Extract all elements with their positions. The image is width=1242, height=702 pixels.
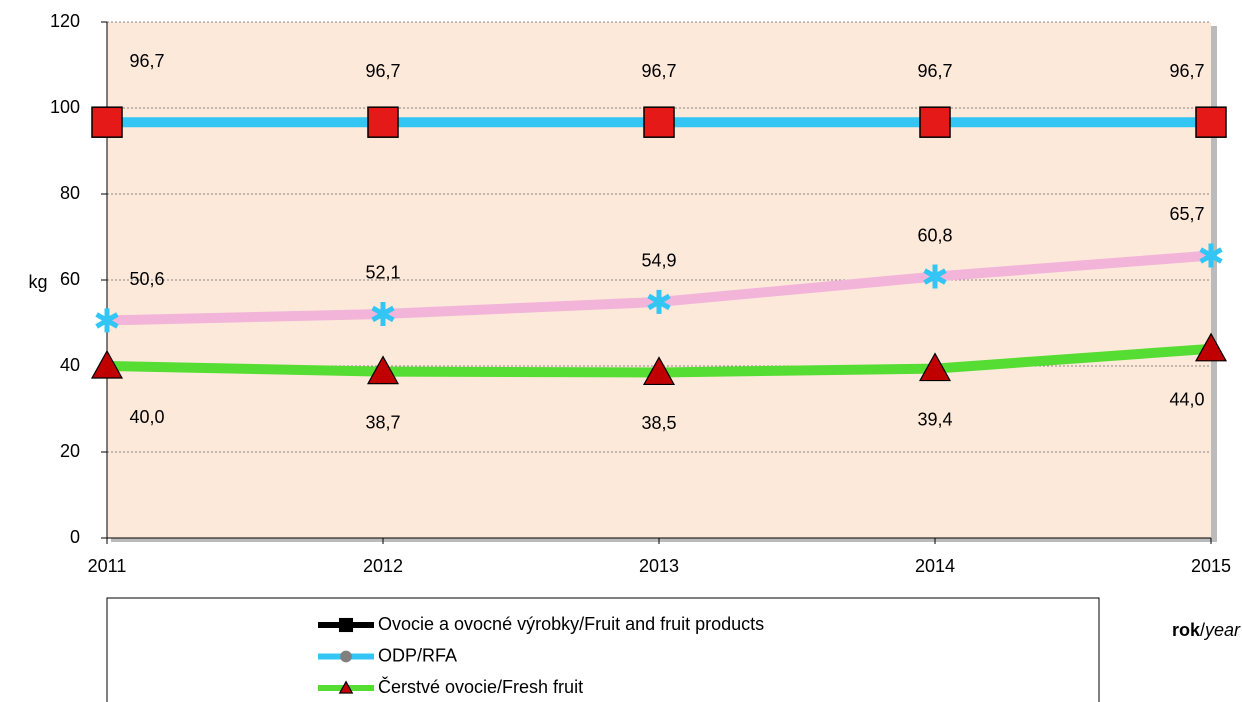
x-tick-label: 2015 bbox=[1191, 556, 1231, 576]
legend-label: ODP/RFA bbox=[378, 645, 457, 665]
marker bbox=[1195, 106, 1227, 138]
x-tick-label: 2011 bbox=[88, 556, 127, 576]
y-tick-label: 40 bbox=[60, 355, 80, 375]
y-tick-label: 100 bbox=[50, 97, 80, 117]
y-tick-label: 60 bbox=[60, 269, 80, 289]
data-label: 44,0 bbox=[1169, 390, 1204, 410]
y-tick-label: 0 bbox=[70, 527, 80, 547]
y-axis-label: kg bbox=[28, 272, 47, 292]
marker bbox=[642, 356, 676, 386]
data-label: 54,9 bbox=[641, 251, 676, 271]
marker bbox=[918, 352, 952, 382]
x-tick-label: 2012 bbox=[363, 556, 403, 576]
marker bbox=[1199, 243, 1223, 268]
marker bbox=[367, 106, 399, 138]
data-label: 50,6 bbox=[129, 269, 164, 289]
data-label: 96,7 bbox=[365, 61, 400, 81]
marker bbox=[647, 289, 671, 314]
marker bbox=[371, 301, 395, 326]
data-label: 96,7 bbox=[1169, 61, 1204, 81]
data-label: 96,7 bbox=[641, 61, 676, 81]
marker bbox=[643, 106, 675, 138]
y-tick-label: 120 bbox=[50, 11, 80, 31]
marker bbox=[919, 106, 951, 138]
marker bbox=[338, 617, 354, 633]
marker bbox=[923, 264, 947, 289]
marker bbox=[340, 650, 352, 663]
x-tick-label: 2014 bbox=[915, 556, 955, 576]
legend-box bbox=[106, 597, 1100, 702]
data-label: 39,4 bbox=[917, 409, 952, 429]
legend-label: Ovocie a ovocné výrobky/Fruit and fruit … bbox=[378, 614, 764, 634]
y-tick-label: 20 bbox=[60, 441, 80, 461]
data-label: 65,7 bbox=[1169, 204, 1204, 224]
data-label: 96,7 bbox=[129, 51, 164, 71]
x-tick-label: 2013 bbox=[639, 556, 679, 576]
data-label: 40,0 bbox=[129, 407, 164, 427]
marker bbox=[91, 106, 123, 138]
marker bbox=[95, 308, 119, 333]
data-label: 96,7 bbox=[917, 61, 952, 81]
x-axis-label: rok/year bbox=[1172, 620, 1241, 640]
marker bbox=[338, 680, 354, 694]
data-label: 60,8 bbox=[917, 225, 952, 245]
data-label: 38,7 bbox=[365, 412, 400, 432]
y-tick-label: 80 bbox=[60, 183, 80, 203]
data-label: 38,5 bbox=[641, 413, 676, 433]
data-label: 52,1 bbox=[365, 263, 400, 283]
marker bbox=[366, 355, 400, 385]
legend-label: Čerstvé ovocie/Fresh fruit bbox=[378, 676, 583, 697]
marker bbox=[1194, 332, 1228, 362]
marker bbox=[90, 349, 124, 379]
